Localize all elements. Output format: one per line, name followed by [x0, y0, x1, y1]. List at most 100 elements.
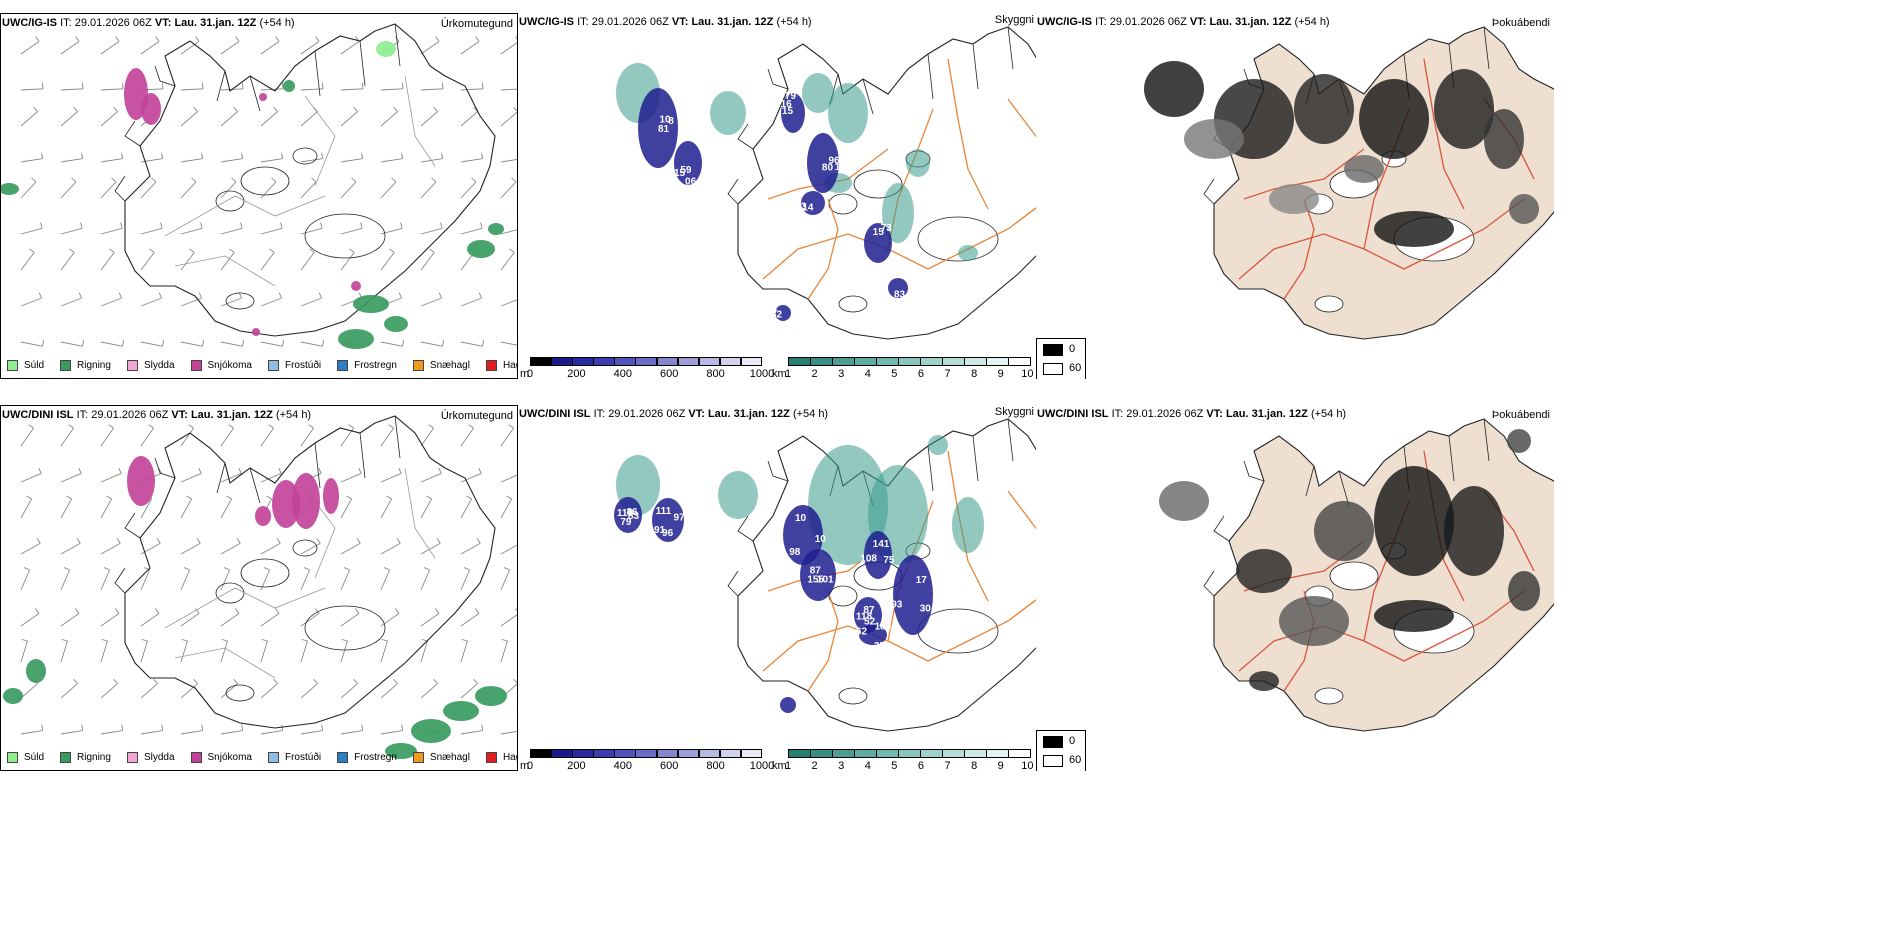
visibility-areas-row1: [616, 63, 978, 261]
ceiling-colorbar: m 0 200 400 600 800 1000: [520, 749, 774, 771]
colorbar-unit: m: [520, 760, 530, 771]
colorbar-segment: [677, 749, 700, 758]
ceiling-value-label: 79: [620, 517, 632, 528]
legend-item: Súld: [7, 360, 44, 371]
legend-label: Haglél: [502, 360, 517, 371]
colorbar-segment: [698, 749, 721, 758]
colorbar-segment: [788, 749, 811, 758]
legend-label: Slydda: [143, 752, 175, 763]
legend-swatch: [485, 752, 497, 763]
ceiling-value-label: 30: [920, 604, 932, 615]
colorbar-segment: [964, 357, 987, 366]
panel-title: UWC/DINI ISL IT: 29.01.2026 06Z VT: Lau.…: [2, 409, 312, 421]
legend-swatch: [337, 360, 349, 371]
fog-legend: 0 60: [1036, 338, 1086, 379]
ceiling-value-label: 75: [883, 555, 895, 566]
legend-swatch: [190, 752, 202, 763]
colorbar-segment: [1008, 749, 1031, 758]
ceiling-value-label: 86: [626, 507, 638, 518]
ceiling-value-label: 186: [874, 622, 891, 633]
ceiling-value-label: 10: [799, 215, 811, 226]
colorbar-segment: [593, 749, 615, 758]
panel-title: UWC/DINI ISL IT: 29.01.2026 06Z VT: Lau.…: [1037, 408, 1347, 420]
ceiling-value-label: 93: [891, 600, 903, 611]
ceiling-value-label: 96: [662, 528, 674, 539]
ceiling-value-label: 06: [685, 177, 697, 188]
visibility-colorbar: km 1 2 3 4 5 6 7 8 9 10: [772, 357, 1036, 379]
legend-swatch: [267, 752, 279, 763]
panel-title: UWC/IG-IS IT: 29.01.2026 06Z VT: Lau. 31…: [519, 16, 812, 28]
ceiling-value-label: 10: [815, 534, 827, 545]
ceiling-value-label: 59: [680, 165, 692, 176]
colorbar-tick: 400: [613, 760, 632, 771]
colorbar-unit: km: [772, 368, 787, 379]
colorbar-tick: 3: [838, 760, 845, 771]
ceiling-value-label: 8: [668, 116, 674, 127]
colorbar-segment: [920, 749, 943, 758]
colorbar-tick: 5: [891, 760, 898, 771]
ceiling-value-label: 15: [782, 106, 794, 117]
legend-swatch: [7, 752, 18, 763]
colorbar-unit: m: [520, 368, 530, 379]
legend-swatch: [485, 360, 497, 371]
colorbar-segment: [572, 357, 594, 366]
legend-item: Súld: [7, 752, 44, 763]
ceiling-value-label: 96: [829, 156, 841, 167]
colorbar-tick: 5: [891, 368, 898, 379]
colorbar-tick: 4: [864, 760, 871, 771]
ceiling-value-label: 80: [822, 162, 834, 173]
ceiling-value-label: 97: [798, 693, 810, 704]
legend-label: Frostúði: [284, 360, 322, 371]
legend-swatch: [126, 752, 138, 763]
ceiling-value-label: 15: [873, 227, 885, 238]
fog-panel-row1: UWC/IG-IS IT: 29.01.2026 06Z VT: Lau. 31…: [1036, 13, 1554, 379]
colorbar-tick: 6: [917, 760, 925, 771]
legend-swatch: [7, 360, 18, 371]
legend-item: Haglél: [485, 360, 517, 371]
colorbar-segment: [942, 357, 965, 366]
legend-item: Frostúði: [267, 360, 322, 371]
ceiling-value-label: 15: [674, 168, 686, 179]
ceiling-value-label: 141: [873, 539, 890, 550]
colorbar-segment: [572, 749, 594, 758]
precip-map-row1: [1, 23, 517, 349]
precip-panel-row1: UWC/IG-IS IT: 29.01.2026 06Z VT: Lau. 31…: [0, 13, 518, 379]
precip-legend: Súld Rigning Slydda Snjókoma Frostúði Frostre…: [7, 360, 517, 371]
colorbar-tick: 10: [1021, 368, 1034, 379]
colorbar-tick: 8: [971, 368, 978, 379]
colorbar-segment: [551, 749, 573, 758]
ceiling-colorbar: m 0 200 400 600 800 1000: [520, 357, 774, 379]
legend-swatch: [60, 752, 72, 763]
fog-legend-label: 0: [1069, 735, 1076, 747]
ceiling-value-label: 62: [856, 626, 868, 637]
colorbar-tick: 2: [811, 368, 818, 379]
panel-name-fog: Þokuábendi: [1491, 409, 1550, 421]
colorbar-segment: [635, 357, 658, 366]
colorbar-tick: 6: [917, 368, 925, 379]
ceiling-value-label: 82: [771, 309, 783, 320]
fog-legend-label: 0: [1069, 343, 1076, 355]
fog-legend-label: 60: [1069, 362, 1082, 374]
ceiling-value-label: 91: [654, 525, 666, 536]
ceiling-value-label: 108: [860, 554, 877, 565]
colorbar-segment: [719, 357, 742, 366]
ceiling-value-label: 17: [835, 162, 847, 173]
colorbar-segment: [854, 357, 877, 366]
legend-label: Snjókoma: [207, 752, 252, 763]
ceiling-value-label: 110: [764, 699, 781, 710]
colorbar-segment: [635, 749, 658, 758]
iceland-land: [1203, 26, 1554, 340]
colorbar-tick: 1: [784, 368, 792, 379]
legend-swatch: [412, 360, 424, 371]
legend-swatch: [126, 360, 138, 371]
ceiling-value-label: 120: [785, 719, 802, 730]
panel-title: UWC/IG-IS IT: 29.01.2026 06Z VT: Lau. 31…: [2, 17, 295, 29]
panel-name-precip: Úrkomutegund: [440, 410, 513, 422]
legend-label: Frostúði: [284, 752, 322, 763]
colorbar-segment: [942, 749, 965, 758]
colorbar-tick: 200: [567, 368, 586, 379]
legend-swatch: [190, 360, 202, 371]
legend-swatch: [337, 752, 349, 763]
iceland-outline: [114, 415, 496, 729]
legend-swatch: [412, 752, 424, 763]
